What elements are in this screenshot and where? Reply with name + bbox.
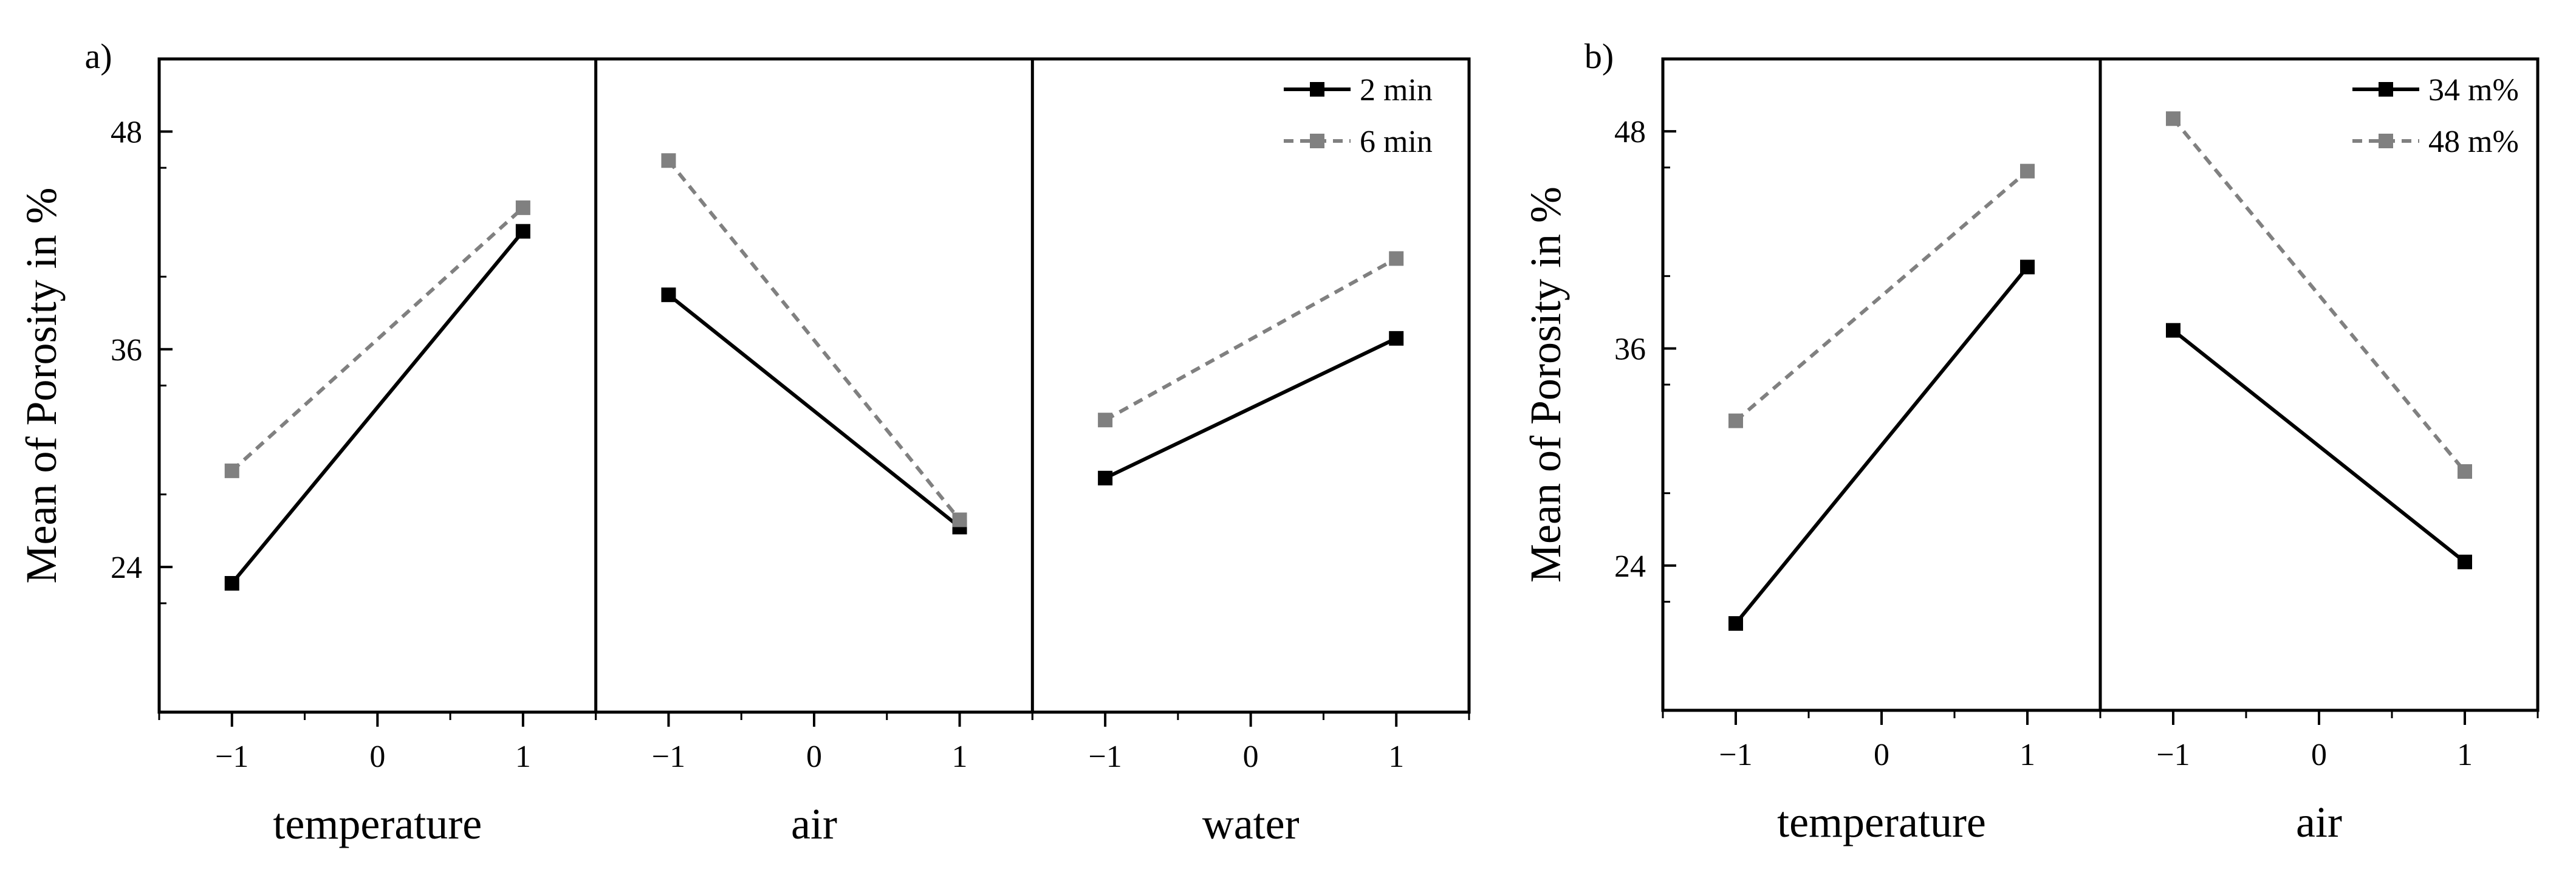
legend-label: 34 m% bbox=[2428, 73, 2519, 108]
legend-marker bbox=[2379, 82, 2393, 97]
series-line bbox=[1735, 170, 2029, 422]
x-tick-label: −1 bbox=[215, 739, 248, 774]
data-point bbox=[952, 512, 967, 527]
data-point bbox=[224, 463, 239, 478]
series-line bbox=[667, 159, 961, 521]
y-tick-label: 36 bbox=[1614, 332, 1646, 366]
data-point bbox=[515, 224, 530, 239]
x-tick-label: 1 bbox=[1388, 739, 1404, 774]
x-axis-label: water bbox=[1202, 800, 1300, 848]
series-line bbox=[1734, 266, 2029, 625]
y-tick-label: 48 bbox=[111, 115, 142, 149]
data-point bbox=[2020, 163, 2035, 179]
y-axis-label: Mean of Porosity in % bbox=[1521, 187, 1570, 583]
data-point bbox=[2458, 554, 2472, 569]
x-tick-label: −1 bbox=[1088, 739, 1122, 774]
series-line bbox=[1104, 337, 1397, 480]
legend-marker bbox=[2379, 134, 2393, 148]
legend-label: 2 min bbox=[1360, 73, 1433, 108]
x-tick-label: 0 bbox=[806, 739, 822, 774]
legend-label: 48 m% bbox=[2428, 125, 2519, 159]
y-tick-label: 24 bbox=[1614, 549, 1646, 584]
data-point bbox=[1728, 616, 1743, 631]
data-point bbox=[1098, 413, 1113, 428]
x-tick-label: 0 bbox=[369, 739, 385, 774]
series-line bbox=[1104, 256, 1397, 422]
x-tick-label: 0 bbox=[2311, 738, 2327, 772]
y-axis-label: Mean of Porosity in % bbox=[17, 188, 66, 584]
x-axis-label: air bbox=[791, 800, 837, 848]
x-tick-label: 1 bbox=[515, 739, 531, 774]
legend-label: 6 min bbox=[1360, 125, 1433, 159]
legend-marker bbox=[1310, 82, 1324, 97]
data-point bbox=[224, 575, 239, 591]
y-tick-label: 48 bbox=[1614, 115, 1646, 149]
legend-marker bbox=[1310, 134, 1324, 148]
data-point bbox=[2166, 323, 2180, 338]
data-point bbox=[2458, 464, 2472, 479]
x-tick-label: 1 bbox=[952, 739, 968, 774]
data-point bbox=[2166, 111, 2180, 126]
series-line bbox=[2172, 329, 2466, 564]
series-line bbox=[667, 293, 961, 529]
panel-label: a) bbox=[84, 36, 112, 76]
data-point bbox=[1389, 331, 1404, 346]
x-axis-label: temperature bbox=[273, 800, 482, 848]
x-tick-label: −1 bbox=[1719, 738, 1752, 772]
x-tick-label: −1 bbox=[2156, 738, 2190, 772]
x-tick-label: 0 bbox=[1243, 739, 1259, 774]
x-tick-label: 1 bbox=[2019, 738, 2035, 772]
x-tick-label: 0 bbox=[1874, 738, 1889, 772]
x-tick-label: −1 bbox=[652, 739, 685, 774]
data-point bbox=[1389, 251, 1404, 266]
chart-panel-2: b) Mean of Porosity in % 24 36 48 −1 0 1 tempera… bbox=[1521, 36, 2540, 846]
data-point bbox=[1728, 413, 1743, 428]
y-tick-label: 36 bbox=[111, 333, 142, 368]
y-tick-label: 24 bbox=[111, 551, 142, 585]
chart-panel-1: a) Mean of Porosity in % 24 36 48 −1 0 1 tempera… bbox=[17, 36, 1471, 848]
plot-frame bbox=[157, 57, 1471, 714]
data-point bbox=[661, 153, 676, 168]
data-point bbox=[515, 200, 530, 215]
data-point bbox=[1098, 470, 1113, 485]
x-axis-label: air bbox=[2296, 798, 2342, 846]
x-tick-label: 1 bbox=[2457, 738, 2473, 772]
plot-frame bbox=[1661, 57, 2540, 712]
series-line bbox=[2171, 117, 2467, 473]
series-line bbox=[230, 230, 525, 585]
data-point bbox=[2020, 259, 2035, 275]
x-axis-label: temperature bbox=[1777, 798, 1986, 846]
data-point bbox=[661, 287, 676, 303]
series-line bbox=[230, 206, 524, 473]
panel-label: b) bbox=[1584, 36, 1614, 76]
